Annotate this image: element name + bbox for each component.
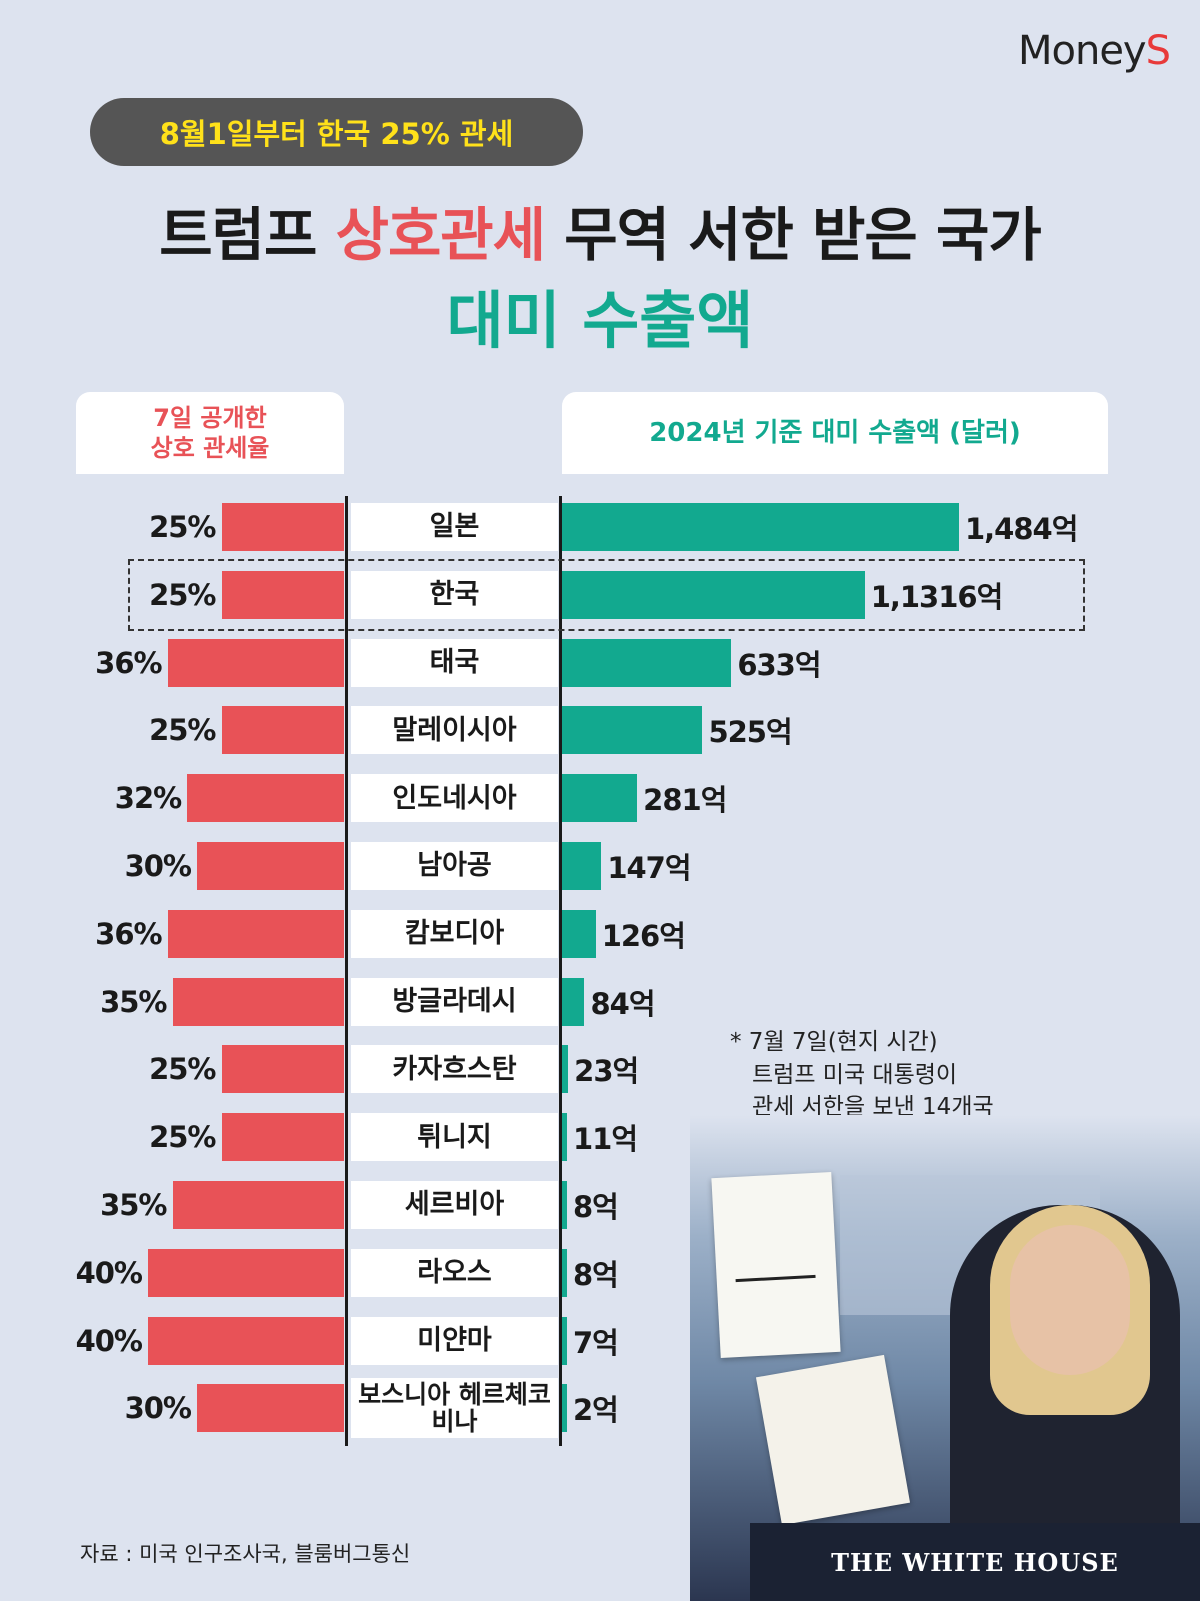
export-value-label: 84억: [590, 986, 655, 1021]
tariff-rate-label: 25%: [149, 577, 216, 612]
country-label: 말레이시아: [351, 706, 558, 755]
export-value-label: 2억: [573, 1393, 619, 1428]
export-bar: [562, 1248, 567, 1297]
moneys-logo: MoneyS: [1017, 28, 1171, 74]
tariff-rate-label: 40%: [75, 1323, 143, 1358]
page-title: 트럼프 상호관세 무역 서한 받은 국가: [159, 201, 1041, 269]
press-briefing-photo: THE WHITE HOUSE: [690, 1115, 1200, 1601]
export-value-label: 126억: [601, 918, 686, 953]
tariff-rate-label: 36%: [95, 916, 162, 951]
export-value-label: 8억: [573, 1190, 619, 1224]
export-value-label: 633억: [737, 647, 821, 682]
country-label: 일본: [351, 503, 558, 551]
export-value-label: 1,1316억: [870, 579, 1004, 614]
podium-sign: THE WHITE HOUSE: [750, 1523, 1200, 1601]
tariff-bar: [172, 977, 344, 1026]
tariff-rate-label: 30%: [124, 849, 192, 883]
tariff-rate-label: 32%: [114, 781, 182, 816]
tariff-rate-label: 35%: [100, 984, 167, 1019]
country-label: 미얀마: [351, 1316, 558, 1365]
country-label: 인도네시아: [351, 774, 558, 823]
country-label: 보스니아 헤르체코비나: [351, 1378, 558, 1439]
country-label: 캄보디아: [351, 909, 558, 958]
export-value-label: 23억: [574, 1054, 639, 1089]
tariff-rate-label: 25%: [149, 1120, 216, 1155]
country-label: 세르비아: [351, 1181, 558, 1229]
country-label: 튀니지: [351, 1113, 558, 1162]
tariff-bar: [167, 909, 344, 958]
tariff-bar: [197, 1384, 344, 1433]
country-label: 한국: [351, 570, 558, 619]
tariff-bar: [197, 842, 344, 890]
country-label: 카자흐스탄: [351, 1045, 558, 1094]
export-value-label: 525억: [708, 715, 792, 750]
export-value-label: 8억: [573, 1257, 619, 1292]
speaker-face: [1010, 1225, 1130, 1375]
signature-mark: [734, 1252, 816, 1283]
export-bar: [562, 909, 596, 958]
right-axis-line: [559, 496, 562, 1447]
export-value-label: 11억: [573, 1122, 638, 1157]
export-bar: [562, 774, 638, 823]
export-value-header: 2024년 기준 대미 수출액 (달러): [562, 392, 1108, 474]
tariff-rate-label: 25%: [149, 713, 216, 748]
tariff-bar: [221, 1045, 344, 1094]
tariff-bar: [172, 1181, 344, 1229]
tariff-bar: [221, 706, 344, 755]
date-badge: 8월1일부터 한국 25% 관세: [90, 98, 583, 166]
tariff-rate-header: 7일 공개한 상호 관세율: [76, 392, 344, 474]
export-bar: [562, 977, 585, 1026]
tariff-bar: [148, 1316, 344, 1365]
export-bar: [562, 570, 865, 619]
export-value-label: 7억: [573, 1325, 619, 1360]
country-label: 방글라데시: [351, 977, 558, 1026]
export-bar: [562, 706, 703, 755]
tariff-rate-label: 40%: [75, 1255, 143, 1290]
footnote: * 7월 7일(현지 시간) 트럼프 미국 대통령이 관세 서한을 보낸 14개…: [730, 1029, 994, 1121]
export-bar: [562, 1045, 569, 1094]
tariff-rate-label: 36%: [95, 645, 162, 680]
tariff-rate-label: 30%: [124, 1391, 192, 1426]
letter-document: [755, 1354, 911, 1526]
country-label: 태국: [351, 638, 558, 687]
export-bar: [562, 503, 959, 551]
left-axis-line: [345, 496, 348, 1447]
tariff-rate-label: 25%: [149, 1052, 216, 1087]
export-bar: [562, 842, 602, 890]
export-bar: [562, 1316, 567, 1365]
country-label: 남아공: [351, 842, 558, 890]
export-bar: [562, 638, 732, 687]
tariff-rate-label: 25%: [149, 510, 216, 544]
tariff-bar: [221, 570, 344, 619]
tariff-rate-label: 35%: [100, 1188, 167, 1222]
export-bar: [562, 1384, 567, 1433]
export-value-label: 1,484억: [964, 512, 1078, 546]
tariff-bar: [187, 774, 344, 823]
export-value-label: 281억: [643, 783, 727, 818]
tariff-bar: [221, 1113, 344, 1162]
highlight-box: [128, 558, 1085, 631]
export-bar: [562, 1181, 567, 1229]
tariff-bar: [148, 1248, 344, 1297]
tariff-bar: [221, 503, 344, 551]
export-value-label: 147억: [607, 851, 691, 885]
page-subtitle: 대미 수출액: [446, 284, 754, 357]
tariff-bar: [167, 638, 344, 687]
source-text: 자료 : 미국 인구조사국, 블룸버그통신: [80, 1542, 411, 1566]
country-label: 라오스: [351, 1248, 558, 1297]
export-bar: [562, 1113, 567, 1162]
